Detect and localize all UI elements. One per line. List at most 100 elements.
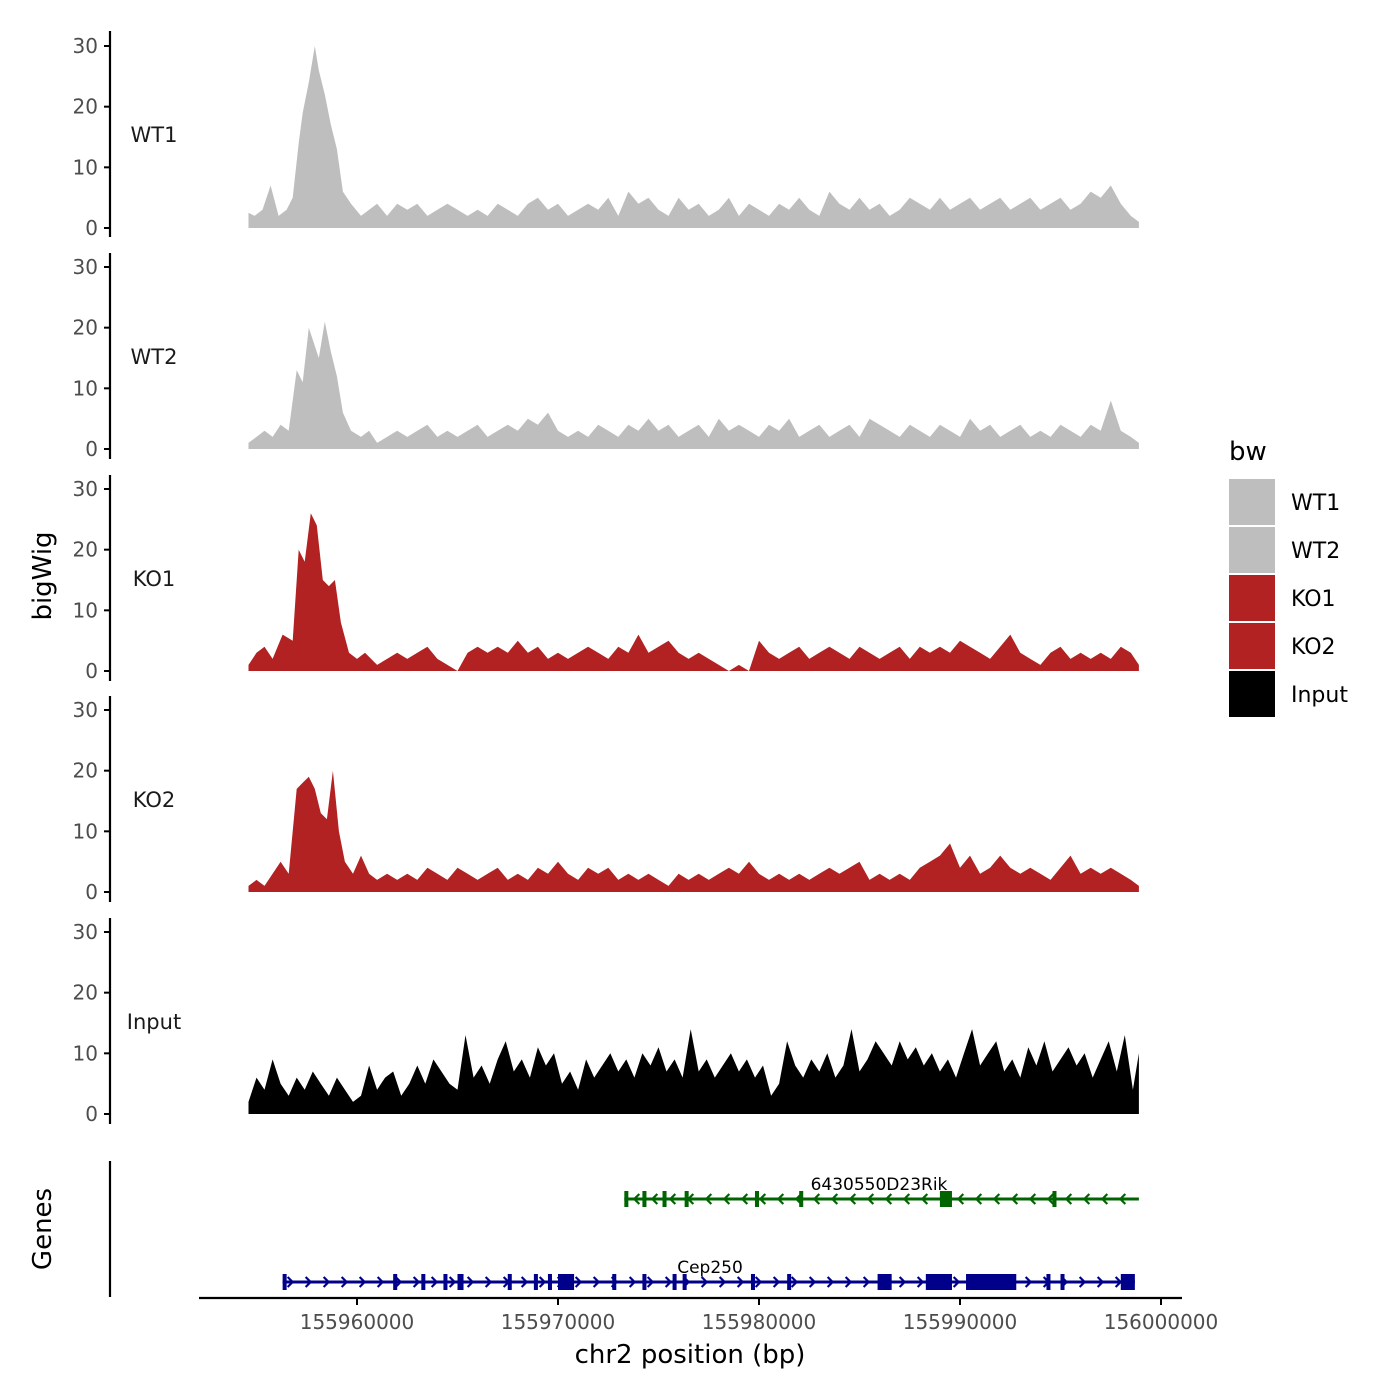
strand-arrow (430, 1276, 439, 1288)
genes-axis-title: Genes (28, 1188, 58, 1270)
strand-arrow (1114, 1276, 1123, 1288)
y-tick-label: 30 (73, 255, 98, 279)
strand-arrow (520, 1276, 529, 1288)
strand-arrow (632, 1193, 641, 1205)
strand-arrow (812, 1193, 821, 1205)
legend-swatch-ko1 (1229, 575, 1275, 621)
x-axis-title: chr2 position (bp) (575, 1340, 806, 1370)
exon-block (1120, 1274, 1135, 1290)
exon-block (877, 1274, 892, 1290)
strand-arrow (646, 1276, 655, 1288)
exon-block (684, 1191, 689, 1207)
y-tick-label: 30 (73, 920, 98, 944)
y-tick-label: 10 (73, 598, 98, 622)
strand-arrow (664, 1276, 673, 1288)
exon-block (612, 1274, 617, 1290)
track-area-ko1 (248, 513, 1139, 671)
y-tick-label: 0 (85, 659, 98, 683)
legend-item-ko1: KO1 (1229, 575, 1336, 621)
legend-label-wt2: WT2 (1291, 539, 1340, 564)
strand-arrow (1118, 1193, 1127, 1205)
strand-arrow (826, 1276, 835, 1288)
gene-label: 6430550D23Rik (811, 1175, 948, 1195)
strand-arrow (466, 1276, 475, 1288)
exon-block (642, 1191, 647, 1207)
gene-layer: 6430550D23Rik Cep250 (282, 1175, 1139, 1290)
track-area-wt1 (248, 46, 1139, 228)
strand-arrow (628, 1276, 637, 1288)
y-tick-label: 20 (73, 316, 98, 340)
strand-arrow (1100, 1193, 1109, 1205)
strand-arrow (848, 1193, 857, 1205)
strand-arrow (916, 1276, 925, 1288)
strand-arrow (830, 1193, 839, 1205)
x-tick-label: 155960000 (300, 1310, 415, 1334)
legend-swatch-wt2 (1229, 527, 1275, 573)
legend-swatch-wt1 (1229, 479, 1275, 525)
strand-arrow (952, 1276, 961, 1288)
y-tick-label: 30 (73, 477, 98, 501)
y-tick-label: 10 (73, 155, 98, 179)
strand-arrow (668, 1193, 677, 1205)
strand-arrow (758, 1193, 767, 1205)
y-tick-layer: 0 10 20 30 0 10 20 30 0 10 20 30 0 10 20 30 0 10 20 30 (73, 34, 110, 1126)
y-tick-label: 20 (73, 95, 98, 119)
legend-label-wt1: WT1 (1291, 491, 1340, 516)
strand-arrow (884, 1193, 893, 1205)
legend-label-input: Input (1291, 683, 1348, 708)
legend-swatch-ko2 (1229, 623, 1275, 669)
exon-block (507, 1274, 512, 1290)
strand-arrow (790, 1276, 799, 1288)
strand-arrow (322, 1276, 331, 1288)
strand-arrow (808, 1276, 817, 1288)
exon-block (282, 1274, 287, 1290)
track-labels: WT1 WT2 KO1 KO2 Input (127, 123, 181, 1034)
y-tick-label: 10 (73, 819, 98, 843)
exon-block (642, 1274, 647, 1290)
legend-item-wt2: WT2 (1229, 527, 1340, 573)
strand-arrow (1064, 1193, 1073, 1205)
legend-item-wt1: WT1 (1229, 479, 1340, 525)
strand-arrow (776, 1193, 785, 1205)
exon-block (925, 1274, 952, 1290)
track-area-wt2 (248, 321, 1139, 449)
track-label-wt2: WT2 (131, 345, 178, 369)
gene-6430550d23rik: 6430550D23Rik (624, 1175, 1139, 1207)
exon-block (1052, 1191, 1057, 1207)
strand-arrow (1096, 1276, 1105, 1288)
strand-arrow (650, 1193, 659, 1205)
exon-block (393, 1274, 398, 1290)
exon-block (558, 1274, 575, 1290)
strand-arrow (1082, 1193, 1091, 1205)
gene-cep250: Cep250 (282, 1258, 1135, 1290)
legend: bw WT1 WT2 KO1 KO2 Input (1229, 437, 1348, 717)
x-tick-label: 155970000 (501, 1310, 616, 1334)
strand-arrow (484, 1276, 493, 1288)
legend-label-ko1: KO1 (1291, 587, 1336, 612)
strand-arrow (866, 1193, 875, 1205)
strand-arrow (412, 1276, 421, 1288)
strand-arrow (920, 1193, 929, 1205)
y-tick-label: 30 (73, 698, 98, 722)
exon-block (457, 1274, 464, 1290)
strand-arrow (754, 1276, 763, 1288)
track-label-input: Input (127, 1010, 181, 1034)
strand-arrow (1028, 1193, 1037, 1205)
strand-arrow (1078, 1276, 1087, 1288)
y-tick-label: 20 (73, 759, 98, 783)
exon-block (939, 1191, 952, 1207)
y-tick-label: 30 (73, 34, 98, 58)
strand-arrow (862, 1276, 871, 1288)
y-tick-label: 10 (73, 376, 98, 400)
exon-block (799, 1191, 804, 1207)
exon-block (421, 1274, 426, 1290)
strand-arrow (902, 1193, 911, 1205)
strand-arrow (394, 1276, 403, 1288)
strand-arrow (956, 1193, 965, 1205)
gene-label: Cep250 (677, 1258, 743, 1278)
strand-arrow (1024, 1276, 1033, 1288)
strand-arrow (574, 1276, 583, 1288)
strand-arrow (700, 1276, 709, 1288)
exon-block (672, 1274, 677, 1290)
x-tick-label: 155980000 (702, 1310, 817, 1334)
